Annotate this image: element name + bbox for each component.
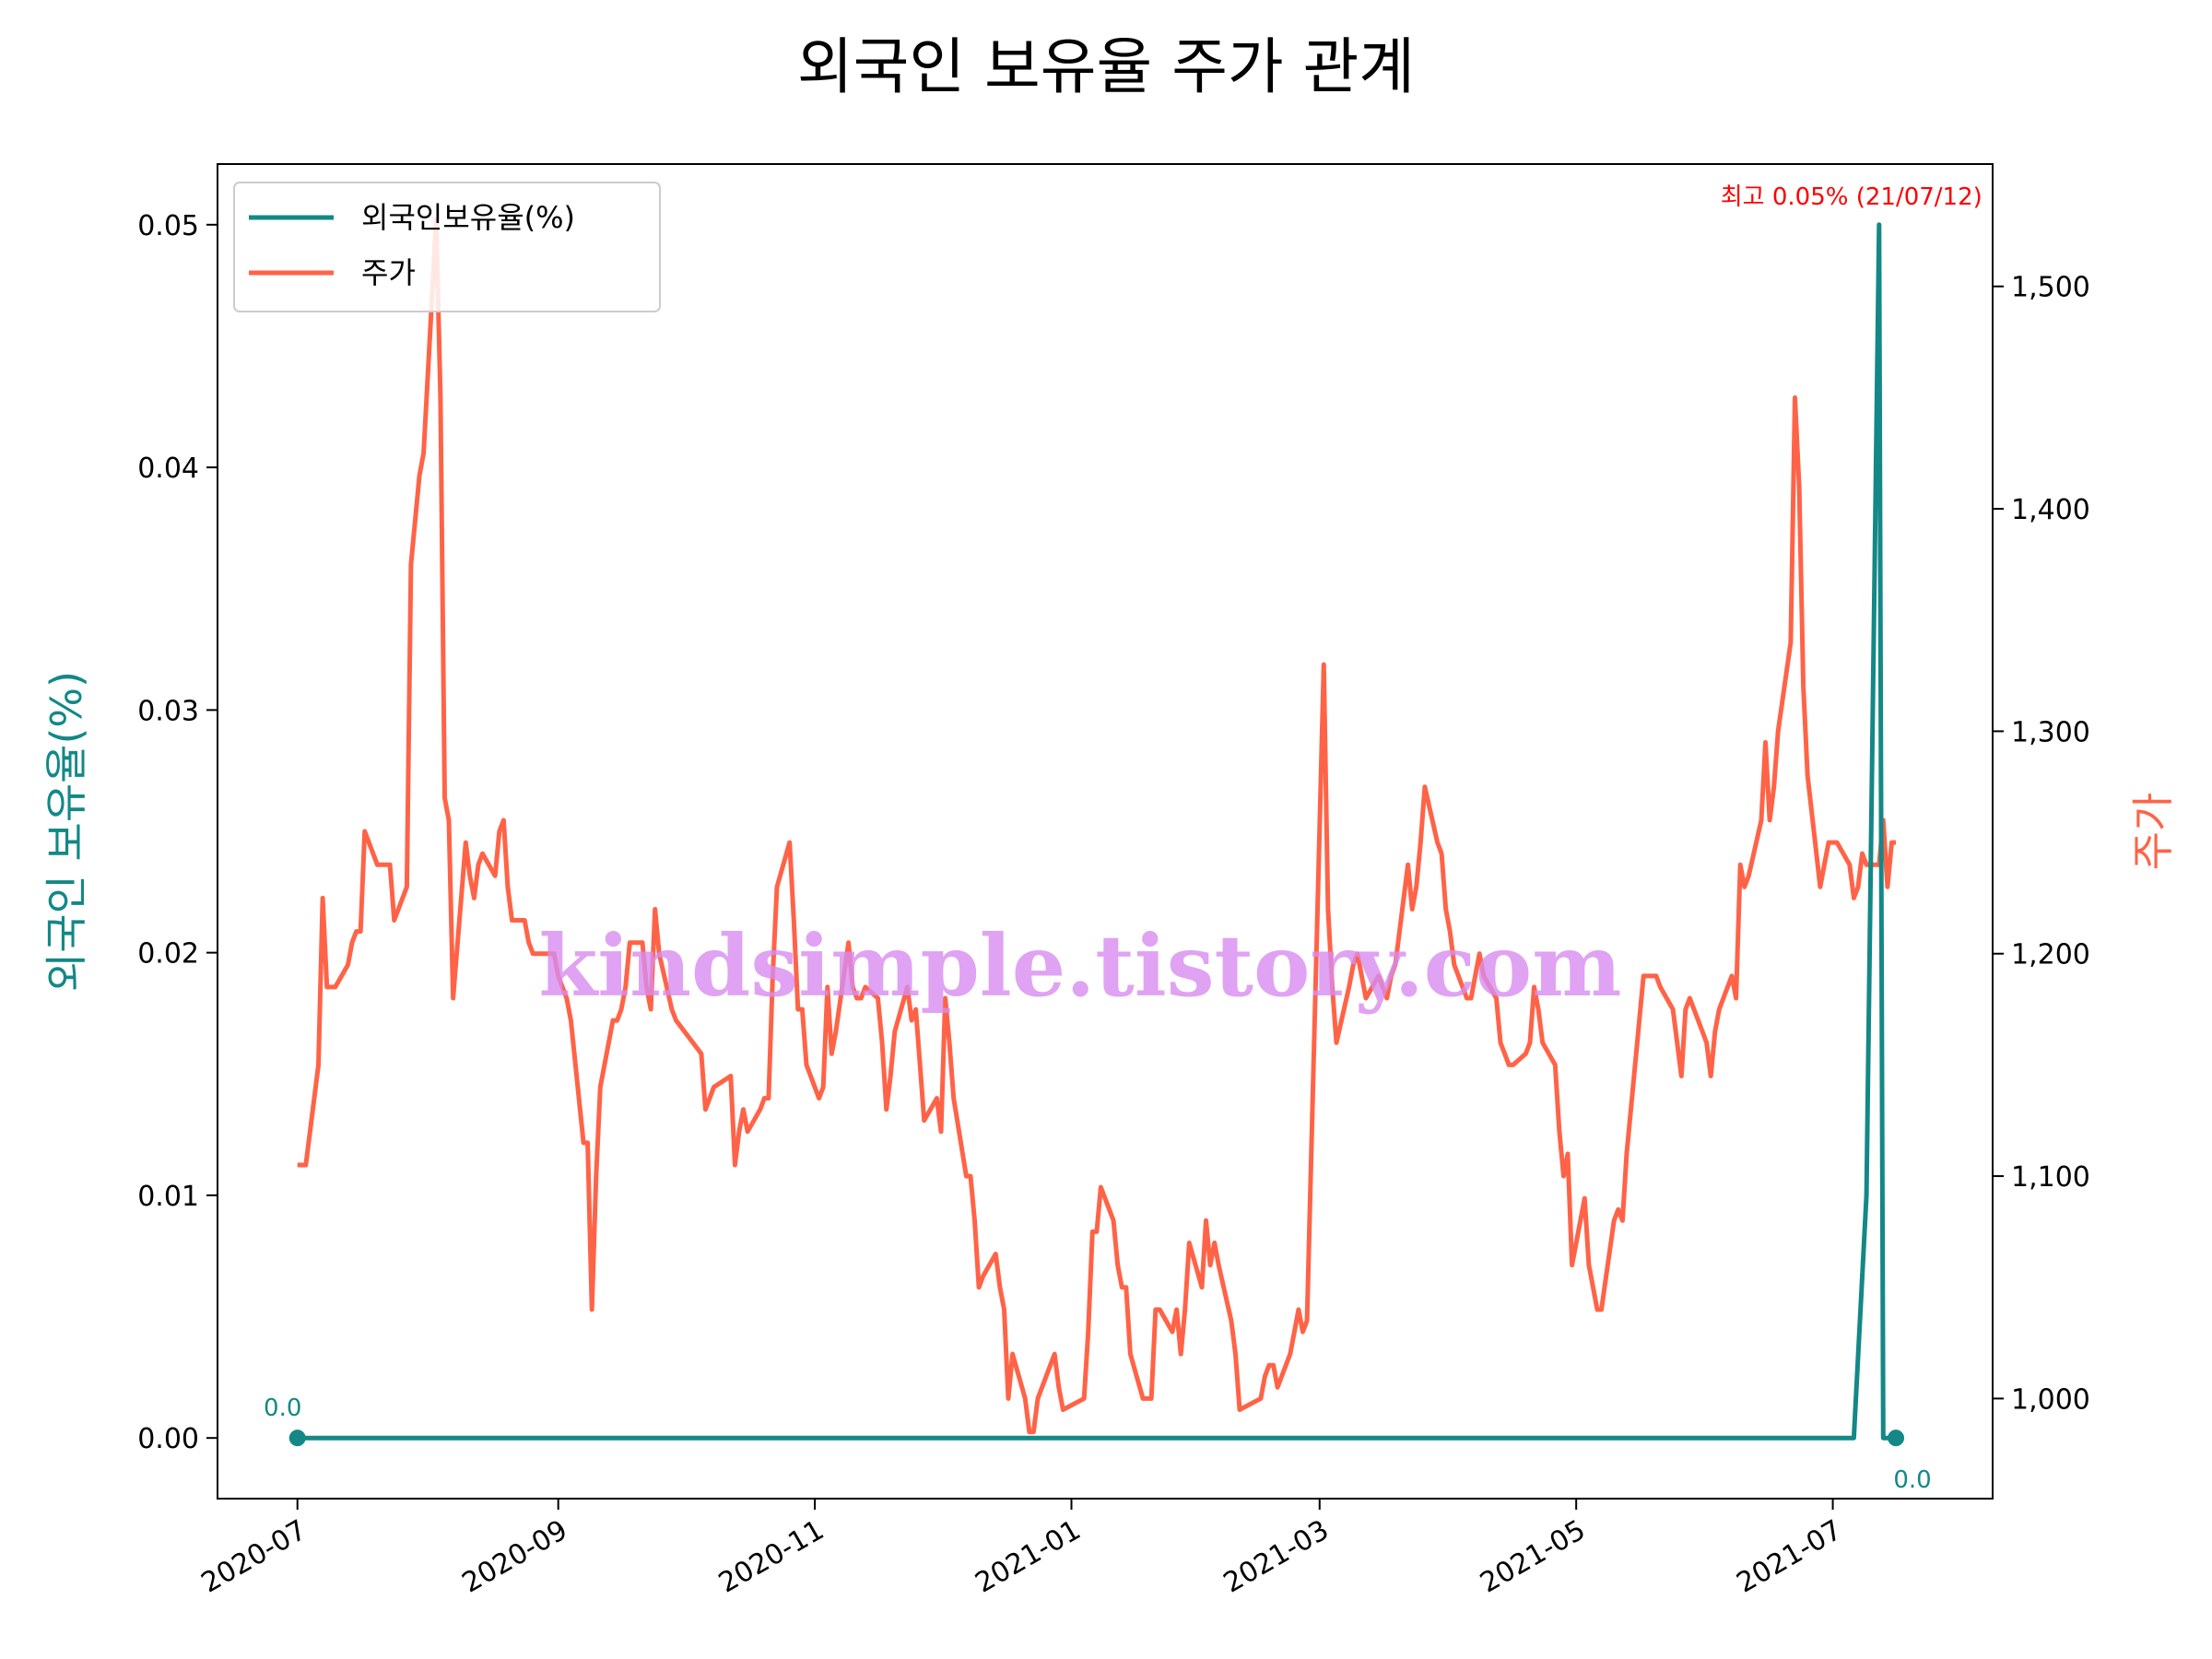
price-line	[297, 217, 1896, 1435]
holding-endpoint-marker	[288, 1430, 306, 1447]
y-axis-left: 0.00 0.01 0.02 0.03 0.04 0.05	[137, 210, 218, 1455]
y-left-tick-label: 0.01	[137, 1181, 199, 1213]
plot-frame	[217, 163, 1994, 1500]
y-right-tick-label: 1,200	[2011, 939, 2090, 971]
y-axis-right: 1,000 1,100 1,200 1,300 1,400 1,500	[1993, 272, 2090, 1416]
y-axis-left-label: 외국인 보유율(%)	[41, 671, 91, 992]
legend: 외국인보유율(%) 주가	[233, 182, 661, 312]
holding-endpoint-marker	[1888, 1430, 1905, 1447]
y-left-tick-label: 0.03	[137, 695, 199, 727]
y-right-tick-label: 1,500	[2011, 272, 2090, 304]
legend-label-holding: 외국인보유율(%)	[361, 200, 575, 235]
y-axis-right-label: 주가	[2128, 793, 2178, 871]
y-right-tick-label: 1,300	[2011, 716, 2090, 748]
price-series	[297, 217, 1896, 1435]
y-left-tick-label: 0.00	[137, 1423, 199, 1455]
max-value-label: 최고 0.05% (21/07/12)	[1721, 183, 1983, 211]
y-right-tick-label: 1,000	[2011, 1383, 2090, 1416]
y-left-tick-label: 0.04	[137, 453, 199, 485]
start-value-label: 0.0	[264, 1394, 301, 1422]
legend-label-price: 주가	[361, 255, 416, 290]
end-value-label: 0.0	[1893, 1466, 1931, 1494]
y-left-tick-label: 0.05	[137, 210, 199, 242]
watermark: kindsimple.tistory.com	[538, 916, 1621, 1016]
chart-title: 외국인 보유율 주가 관계	[797, 31, 1415, 102]
legend-box	[233, 182, 661, 312]
holding-series	[297, 222, 1896, 1441]
holding-line	[297, 222, 1896, 1441]
y-right-tick-label: 1,100	[2011, 1161, 2090, 1194]
annotations: 0.0 0.0 최고 0.05% (21/07/12)	[264, 183, 1983, 1494]
y-left-tick-label: 0.02	[137, 938, 199, 971]
y-right-tick-label: 1,400	[2011, 494, 2090, 526]
